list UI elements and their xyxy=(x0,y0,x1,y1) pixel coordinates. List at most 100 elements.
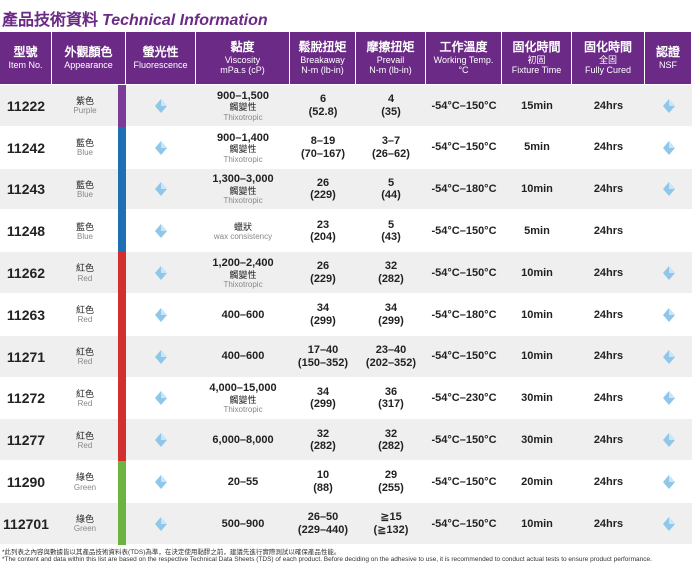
fixture-value: 10min xyxy=(521,183,553,196)
color-en: Blue xyxy=(76,148,93,158)
header-zh: Breakaway xyxy=(300,54,345,65)
color-zh: 藍色 xyxy=(75,179,94,190)
color-en: Red xyxy=(77,357,93,367)
fixture-value: 10min xyxy=(521,308,553,321)
title-en: Technical Information xyxy=(102,12,268,29)
cell: -54°C–150°C xyxy=(426,461,502,503)
color-zh: 綠色 xyxy=(75,514,94,525)
cell: 10min xyxy=(502,252,572,294)
viscosity-note-en: Thixotropic xyxy=(223,196,263,206)
cell: 400–600 xyxy=(196,336,290,378)
cell xyxy=(126,503,196,545)
header-zh: 摩擦扭矩 xyxy=(366,39,415,54)
cell: 紫色 Purple xyxy=(52,85,118,127)
row-bg xyxy=(0,461,692,502)
cell: 26–50 (229–440) xyxy=(290,503,356,545)
cell: 10min xyxy=(502,294,572,336)
diamond-icon xyxy=(155,98,167,113)
prevail-value: (255) xyxy=(378,482,404,495)
breakaway-value: 6 xyxy=(319,93,327,106)
item-no: 11272 xyxy=(6,390,46,407)
cell xyxy=(126,85,196,127)
cell xyxy=(645,294,692,336)
header-zh: 認證 xyxy=(655,44,680,59)
cured-value: 24hrs xyxy=(593,141,624,154)
cell: 11271 xyxy=(0,336,52,378)
cell: 綠色 Green xyxy=(52,461,118,503)
prevail-value: 4 xyxy=(387,93,395,106)
prevail-value: 3–7 xyxy=(381,135,401,148)
color-stripe xyxy=(118,503,126,545)
item-no: 11248 xyxy=(6,223,46,240)
prevail-value: (282) xyxy=(378,273,404,286)
breakaway-value: 10 xyxy=(316,469,330,482)
color-zh: 藍色 xyxy=(75,221,94,232)
color-stripe xyxy=(118,419,126,462)
cell: 藍色 Blue xyxy=(52,210,118,252)
viscosity-note-en: Thixotropic xyxy=(223,112,263,122)
viscosity-value: 900–1,400 xyxy=(217,131,269,144)
header-cell: 固化時間 全固 Fully Cured xyxy=(572,32,645,84)
cell: 24hrs xyxy=(572,252,645,294)
cell xyxy=(645,336,692,378)
cell xyxy=(645,210,692,252)
breakaway-value: (88) xyxy=(313,482,333,495)
fixture-value: 10min xyxy=(521,350,553,363)
viscosity-note-zh: 觸變性 xyxy=(229,395,257,406)
cell xyxy=(645,461,692,503)
fixture-value: 30min xyxy=(521,433,553,446)
prevail-value: 23–40 xyxy=(375,344,407,357)
viscosity-value: 1,300–3,000 xyxy=(212,173,274,186)
diamond-icon xyxy=(155,224,167,239)
prevail-value: (43) xyxy=(381,231,401,244)
cell: -54°C–150°C xyxy=(426,252,502,294)
header-en: Item No. xyxy=(8,59,43,70)
row-bg xyxy=(0,168,692,210)
cell: -54°C–180°C xyxy=(426,294,502,336)
breakaway-value: 23 xyxy=(316,218,330,231)
cell: 34 (299) xyxy=(356,294,426,336)
prevail-value: 5 xyxy=(387,218,395,231)
viscosity-note-zh: 蠟狀 xyxy=(233,221,252,232)
cell: 藍色 Blue xyxy=(52,127,118,169)
header-en: Fully Cured xyxy=(584,64,631,75)
diamond-icon xyxy=(662,349,675,364)
color-zh: 紅色 xyxy=(75,305,94,316)
color-stripe xyxy=(118,126,126,169)
diamond-icon xyxy=(155,391,167,406)
item-no: 11271 xyxy=(6,348,46,365)
header-en: Fluorescence xyxy=(133,59,188,70)
viscosity-value: 500–900 xyxy=(221,517,265,530)
cell: 紅色 Red xyxy=(52,336,118,378)
temp-value: -54°C–180°C xyxy=(431,308,497,321)
cell: 30min xyxy=(502,419,572,461)
cell: 24hrs xyxy=(572,210,645,252)
prevail-value: (44) xyxy=(381,189,401,202)
cell: 26 (229) xyxy=(290,252,356,294)
cell: -54°C–150°C xyxy=(426,503,502,545)
cell: 紅色 Red xyxy=(52,252,118,294)
diamond-icon xyxy=(662,475,675,490)
item-no: 11290 xyxy=(6,474,46,491)
header-zh: 工作溫度 xyxy=(439,39,488,54)
cell: 11243 xyxy=(0,169,52,211)
diamond-icon xyxy=(155,516,167,531)
prevail-value: (317) xyxy=(378,398,404,411)
viscosity-note-en: Thixotropic xyxy=(223,154,263,164)
header-zh: 外觀顏色 xyxy=(64,44,113,59)
cured-value: 24hrs xyxy=(593,183,624,196)
cell: 10min xyxy=(502,169,572,211)
cell: 17–40 (150–352) xyxy=(290,336,356,378)
cell: 4,000–15,000 觸變性 Thixotropic xyxy=(196,378,290,420)
cell: 24hrs xyxy=(572,378,645,420)
viscosity-note-en: Thixotropic xyxy=(223,279,263,289)
color-en: Green xyxy=(73,482,97,492)
header-cell: 工作溫度 Working Temp. °C xyxy=(426,32,502,84)
cell: 11277 xyxy=(0,419,52,461)
header-en: NSF xyxy=(659,59,677,70)
cell: 24hrs xyxy=(572,461,645,503)
diamond-icon xyxy=(662,433,675,448)
header-zh: Viscosity xyxy=(224,54,261,65)
row-bg xyxy=(0,377,692,419)
